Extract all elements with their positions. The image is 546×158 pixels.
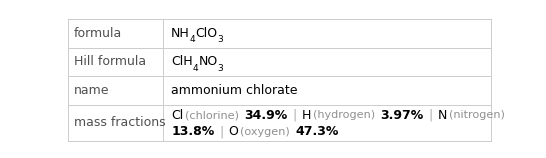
Text: NH: NH [171,27,190,40]
Text: name: name [74,84,109,97]
Text: N: N [438,109,447,122]
Text: 4: 4 [190,35,195,44]
Text: ammonium chlorate: ammonium chlorate [171,84,298,97]
Text: 3: 3 [217,64,223,73]
Text: (chlorine): (chlorine) [185,110,239,121]
Text: NO: NO [198,55,217,68]
Text: |: | [219,125,224,138]
Text: 47.3%: 47.3% [295,125,339,138]
Text: Hill formula: Hill formula [74,55,146,68]
Text: formula: formula [74,27,122,40]
Text: |: | [293,109,296,122]
Text: 3: 3 [217,35,223,44]
Text: 4: 4 [193,64,198,73]
Text: H: H [302,109,311,122]
Text: 34.9%: 34.9% [244,109,287,122]
Text: 13.8%: 13.8% [171,125,215,138]
Text: ClH: ClH [171,55,193,68]
Text: (oxygen): (oxygen) [240,127,290,137]
Text: 3.97%: 3.97% [380,109,423,122]
Text: mass fractions: mass fractions [74,116,165,129]
Text: |: | [429,109,432,122]
Text: Cl: Cl [171,109,183,122]
Text: (nitrogen): (nitrogen) [449,110,505,121]
Text: (hydrogen): (hydrogen) [313,110,375,121]
Text: ClO: ClO [195,27,217,40]
Text: O: O [229,125,239,138]
